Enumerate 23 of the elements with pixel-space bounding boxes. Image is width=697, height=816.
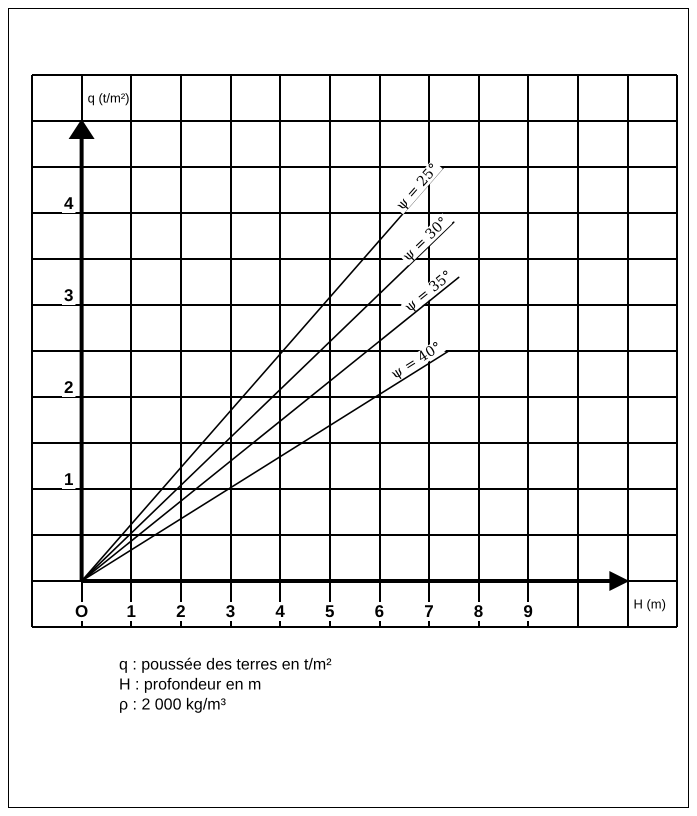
- text: ψ = 25°: [393, 160, 442, 214]
- y-tick-label: 1: [64, 470, 74, 489]
- y-tick-label: 4: [64, 194, 74, 213]
- y-axis-title: q (t/m²): [88, 90, 130, 106]
- x-tick-label: 2: [176, 602, 186, 621]
- x-tick-label: 7: [424, 602, 434, 621]
- x-tick-label: 5: [324, 602, 334, 621]
- x-tick-label: O: [75, 602, 88, 621]
- y-tick-label: 2: [64, 378, 74, 397]
- x-axis-title: H (m): [633, 596, 666, 612]
- text: ψ = 40°: [388, 339, 445, 383]
- x-tick-label: 9: [523, 602, 533, 621]
- text: q : poussée des terres en t/m²: [119, 656, 332, 674]
- x-tick-label: 3: [226, 602, 236, 621]
- x-tick-label: 4: [275, 602, 286, 621]
- x-tick-label: 6: [374, 602, 384, 621]
- text: ψ = 30°: [400, 214, 452, 265]
- text: ρ : 2 000 kg/m³: [119, 696, 227, 714]
- x-tick-label: 1: [126, 602, 136, 621]
- x-tick-label: 8: [474, 602, 484, 621]
- y-tick-label: 3: [64, 286, 74, 305]
- text: ψ = 35°: [402, 268, 456, 316]
- text: H : profondeur en m: [119, 676, 262, 694]
